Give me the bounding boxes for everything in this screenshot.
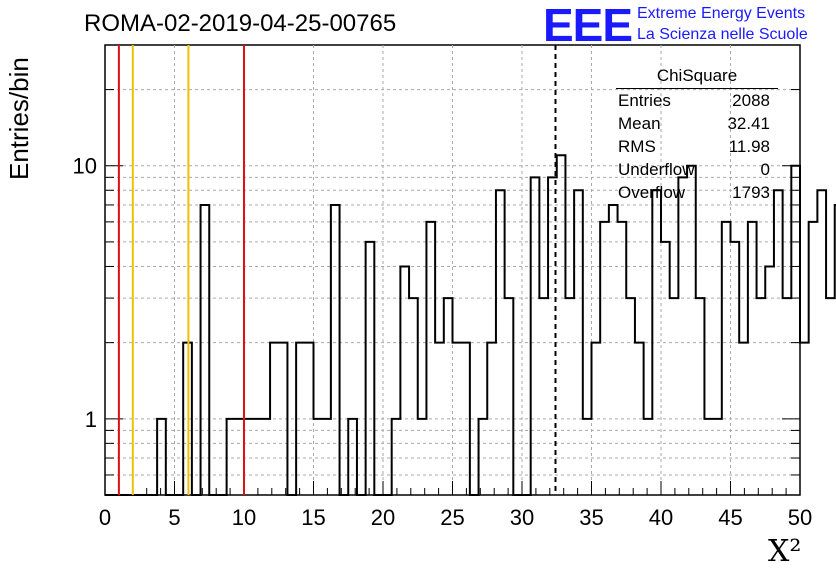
x-tick-label: 0 xyxy=(99,505,111,530)
stats-box: ChiSquare Entries 2088 Mean 32.41 RMS 11… xyxy=(612,66,778,204)
x-tick-label: 5 xyxy=(168,505,180,530)
x-tick-label: 30 xyxy=(510,505,534,530)
chart-title: ROMA-02-2019-04-25-00765 xyxy=(84,10,397,37)
x-tick-label: 45 xyxy=(718,505,742,530)
histogram-line xyxy=(105,154,836,496)
stats-value: 11.98 xyxy=(728,137,770,156)
x-tick-label: 10 xyxy=(232,505,256,530)
stats-row-overflow: Overflow 1793 xyxy=(612,181,778,204)
stats-label: Entries xyxy=(618,91,671,110)
stats-value: 0 xyxy=(760,160,770,179)
stats-value: 2088 xyxy=(732,91,770,110)
stats-row-underflow: Underflow 0 xyxy=(612,158,778,181)
stats-value: 1793 xyxy=(732,183,770,202)
x-axis-label: X² xyxy=(768,534,802,569)
eee-logo: EEE xyxy=(543,0,633,51)
stats-title: ChiSquare xyxy=(616,66,778,89)
x-tick-label: 50 xyxy=(788,505,812,530)
stats-label: RMS xyxy=(618,137,656,156)
stats-label: Overflow xyxy=(618,183,686,202)
x-tick-label: 35 xyxy=(579,505,603,530)
x-tick-label: 20 xyxy=(371,505,395,530)
y-axis-label: Entries/bin xyxy=(4,57,34,180)
x-tick-label: 40 xyxy=(649,505,673,530)
logo-line-2: La Scienza nelle Scuole xyxy=(637,26,808,43)
x-tick-label: 25 xyxy=(440,505,464,530)
stats-label: Mean xyxy=(618,114,661,133)
stats-value: 32.41 xyxy=(727,114,770,133)
x-tick-label: 15 xyxy=(301,505,325,530)
stats-row-entries: Entries 2088 xyxy=(612,89,778,112)
stats-row-mean: Mean 32.41 xyxy=(612,112,778,135)
logo-line-1: Extreme Energy Events xyxy=(637,5,806,22)
stats-row-rms: RMS 11.98 xyxy=(612,135,778,158)
stats-label: Underflow xyxy=(618,160,695,179)
logo-text: Extreme Energy Events La Scienza nelle S… xyxy=(637,3,808,45)
y-tick-label: 1 xyxy=(85,407,97,432)
y-tick-label: 10 xyxy=(73,154,97,179)
